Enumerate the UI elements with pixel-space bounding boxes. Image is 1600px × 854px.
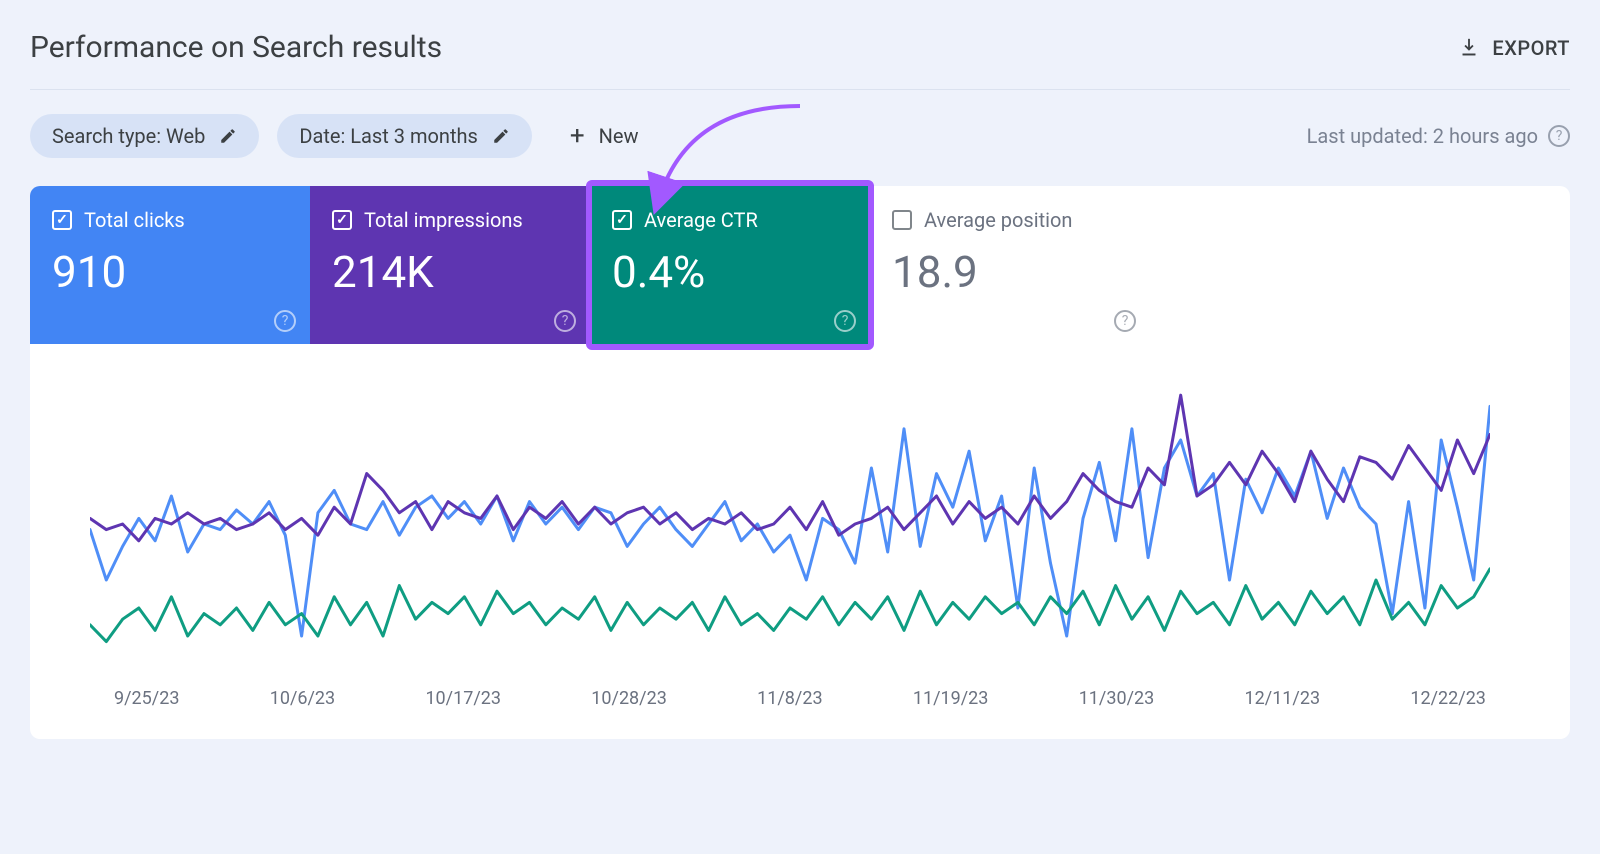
x-axis-tick: 10/6/23: [270, 688, 335, 709]
checkbox-checked-icon: [612, 210, 632, 230]
x-axis-tick: 12/11/23: [1245, 688, 1321, 709]
metric-card-average-position[interactable]: Average position 18.9?: [870, 186, 1150, 344]
add-filter-label: New: [599, 124, 639, 148]
page-title: Performance on Search results: [30, 30, 442, 65]
x-axis-tick: 12/22/23: [1410, 688, 1486, 709]
export-button[interactable]: EXPORT: [1458, 36, 1570, 60]
checkbox-unchecked-icon: [892, 210, 912, 230]
pencil-icon: [219, 127, 237, 145]
filter-chip-date-label: Date: Last 3 months: [299, 124, 478, 148]
x-axis-tick: 10/28/23: [591, 688, 667, 709]
metric-card-total-impressions[interactable]: Total impressions 214K?: [310, 186, 590, 344]
metric-label: Average position: [924, 208, 1072, 232]
x-axis-tick: 11/30/23: [1079, 688, 1155, 709]
metric-card-total-clicks[interactable]: Total clicks 910?: [30, 186, 310, 344]
add-filter-button[interactable]: + New: [570, 123, 639, 149]
metric-label: Total clicks: [84, 208, 185, 232]
x-axis-tick: 11/19/23: [913, 688, 989, 709]
metrics-row: Total clicks910?Total impressions214K?Av…: [30, 186, 1570, 344]
help-icon[interactable]: ?: [554, 310, 576, 332]
download-icon: [1458, 37, 1480, 59]
metric-label: Total impressions: [364, 208, 523, 232]
help-icon[interactable]: ?: [1548, 125, 1570, 147]
filter-chip-search-type-label: Search type: Web: [52, 124, 205, 148]
checkbox-checked-icon: [52, 210, 72, 230]
help-icon[interactable]: ?: [1114, 310, 1136, 332]
metric-value: 910: [52, 246, 292, 298]
last-updated-text: Last updated: 2 hours ago ?: [1307, 124, 1570, 148]
checkbox-checked-icon: [332, 210, 352, 230]
performance-chart: 9/25/23 10/6/23 10/17/23 10/28/23 11/8/23 11/…: [30, 344, 1570, 739]
x-axis-tick: 9/25/23: [114, 688, 179, 709]
x-axis-tick: 10/17/23: [425, 688, 501, 709]
filter-chip-search-type[interactable]: Search type: Web: [30, 114, 259, 158]
help-icon[interactable]: ?: [274, 310, 296, 332]
metric-value: 18.9: [892, 246, 1132, 298]
export-label: EXPORT: [1492, 36, 1570, 60]
metric-label: Average CTR: [644, 208, 758, 232]
help-icon[interactable]: ?: [834, 310, 856, 332]
x-axis-tick: 11/8/23: [757, 688, 822, 709]
dashboard-card: Total clicks910?Total impressions214K?Av…: [30, 186, 1570, 739]
metric-value: 0.4%: [612, 246, 852, 298]
chart-x-axis: 9/25/23 10/6/23 10/17/23 10/28/23 11/8/23 11/…: [90, 668, 1510, 709]
plus-icon: +: [570, 123, 585, 149]
metric-card-average-ctr[interactable]: Average CTR 0.4%?: [590, 186, 870, 344]
pencil-icon: [492, 127, 510, 145]
metric-value: 214K: [332, 246, 572, 298]
filter-chip-date[interactable]: Date: Last 3 months: [277, 114, 532, 158]
